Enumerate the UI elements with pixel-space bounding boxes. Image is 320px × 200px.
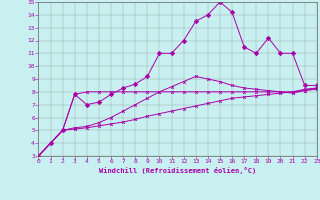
X-axis label: Windchill (Refroidissement éolien,°C): Windchill (Refroidissement éolien,°C) <box>99 167 256 174</box>
